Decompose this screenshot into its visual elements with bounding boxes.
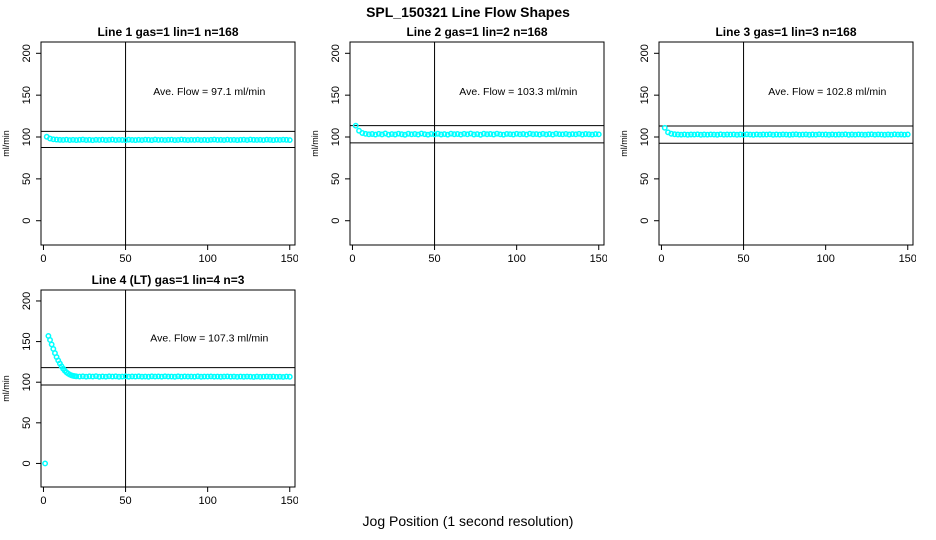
y-tick-label: 150 — [21, 332, 33, 350]
y-tick-label: 100 — [330, 128, 342, 146]
y-tick-label: 0 — [21, 460, 33, 466]
panel-title: Line 3 gas=1 lin=3 n=168 — [715, 25, 856, 39]
y-tick-label: 200 — [21, 292, 33, 310]
x-tick-label: 150 — [281, 495, 298, 507]
x-tick-label: 100 — [816, 253, 834, 265]
y-axis-label: ml/min — [1, 130, 11, 157]
ave-flow-annotation: Ave. Flow = 102.8 ml/min — [768, 86, 886, 98]
y-tick-label: 50 — [330, 173, 342, 185]
y-tick-label: 50 — [21, 417, 33, 429]
x-tick-label: 50 — [119, 495, 131, 507]
panel-1-plot: Line 1 gas=1 lin=1 n=168 0 50 100 150 0 50 100 1… — [1, 25, 299, 265]
y-tick-label: 150 — [330, 86, 342, 104]
ave-flow-annotation: Ave. Flow = 97.1 ml/min — [153, 86, 265, 98]
y-tick-label: 200 — [639, 44, 651, 62]
panel-3: Line 3 gas=1 lin=3 n=168 0 50 100 150 0 50 100 1… — [618, 24, 917, 278]
x-tick-label: 150 — [899, 253, 916, 265]
x-tick-label: 50 — [428, 253, 440, 265]
y-axis-label: ml/min — [1, 375, 11, 402]
x-tick-label: 150 — [281, 253, 298, 265]
y-tick-label: 150 — [21, 86, 33, 104]
y-tick-label: 100 — [21, 373, 33, 391]
ave-flow-annotation: Ave. Flow = 103.3 ml/min — [459, 86, 577, 98]
plot-box — [40, 41, 296, 246]
ave-flow-annotation: Ave. Flow = 107.3 ml/min — [150, 333, 268, 345]
y-tick-label: 0 — [330, 218, 342, 224]
x-tick-label: 150 — [590, 253, 607, 265]
x-tick-label: 0 — [658, 253, 664, 265]
y-axis-label: ml/min — [619, 130, 629, 157]
panel-1: Line 1 gas=1 lin=1 n=168 0 50 100 150 0 50 100 1… — [0, 24, 299, 278]
y-tick-label: 0 — [21, 218, 33, 224]
panel-2-plot: Line 2 gas=1 lin=2 n=168 0 50 100 150 0 50 100 1… — [310, 25, 608, 265]
y-tick-label: 50 — [21, 173, 33, 185]
x-tick-label: 0 — [40, 253, 46, 265]
panel-4-plot: Line 4 (LT) gas=1 lin=4 n=3 0 50 100 150 0 50 1… — [1, 273, 299, 507]
x-tick-label: 0 — [349, 253, 355, 265]
data-points — [42, 332, 293, 467]
x-tick-label: 100 — [507, 253, 525, 265]
panel-title: Line 1 gas=1 lin=1 n=168 — [97, 25, 238, 39]
y-tick-label: 100 — [639, 128, 651, 146]
plot-box — [40, 289, 296, 488]
y-tick-label: 50 — [639, 173, 651, 185]
y-tick-label: 100 — [21, 128, 33, 146]
x-tick-label: 0 — [40, 495, 46, 507]
y-axis-label: ml/min — [310, 130, 320, 157]
data-points — [43, 133, 293, 144]
data-points — [661, 124, 911, 138]
page-title: SPL_150321 Line Flow Shapes — [366, 4, 570, 20]
x-tick-label: 100 — [198, 253, 216, 265]
x-axis-label: Jog Position (1 second resolution) — [362, 513, 574, 529]
panel-2: Line 2 gas=1 lin=2 n=168 0 50 100 150 0 50 100 1… — [309, 24, 608, 278]
data-points — [352, 122, 602, 138]
plot-box — [349, 41, 605, 246]
panel-4: Line 4 (LT) gas=1 lin=4 n=3 0 50 100 150 0 50 1… — [0, 272, 299, 520]
x-tick-label: 50 — [119, 253, 131, 265]
panel-title: Line 2 gas=1 lin=2 n=168 — [406, 25, 547, 39]
panel-3-plot: Line 3 gas=1 lin=3 n=168 0 50 100 150 0 50 100 1… — [619, 25, 917, 265]
y-tick-label: 200 — [330, 44, 342, 62]
y-tick-label: 0 — [639, 218, 651, 224]
x-tick-label: 100 — [198, 495, 216, 507]
y-tick-label: 150 — [639, 86, 651, 104]
x-tick-label: 50 — [737, 253, 749, 265]
y-tick-label: 200 — [21, 44, 33, 62]
panel-title: Line 4 (LT) gas=1 lin=4 n=3 — [92, 273, 245, 287]
